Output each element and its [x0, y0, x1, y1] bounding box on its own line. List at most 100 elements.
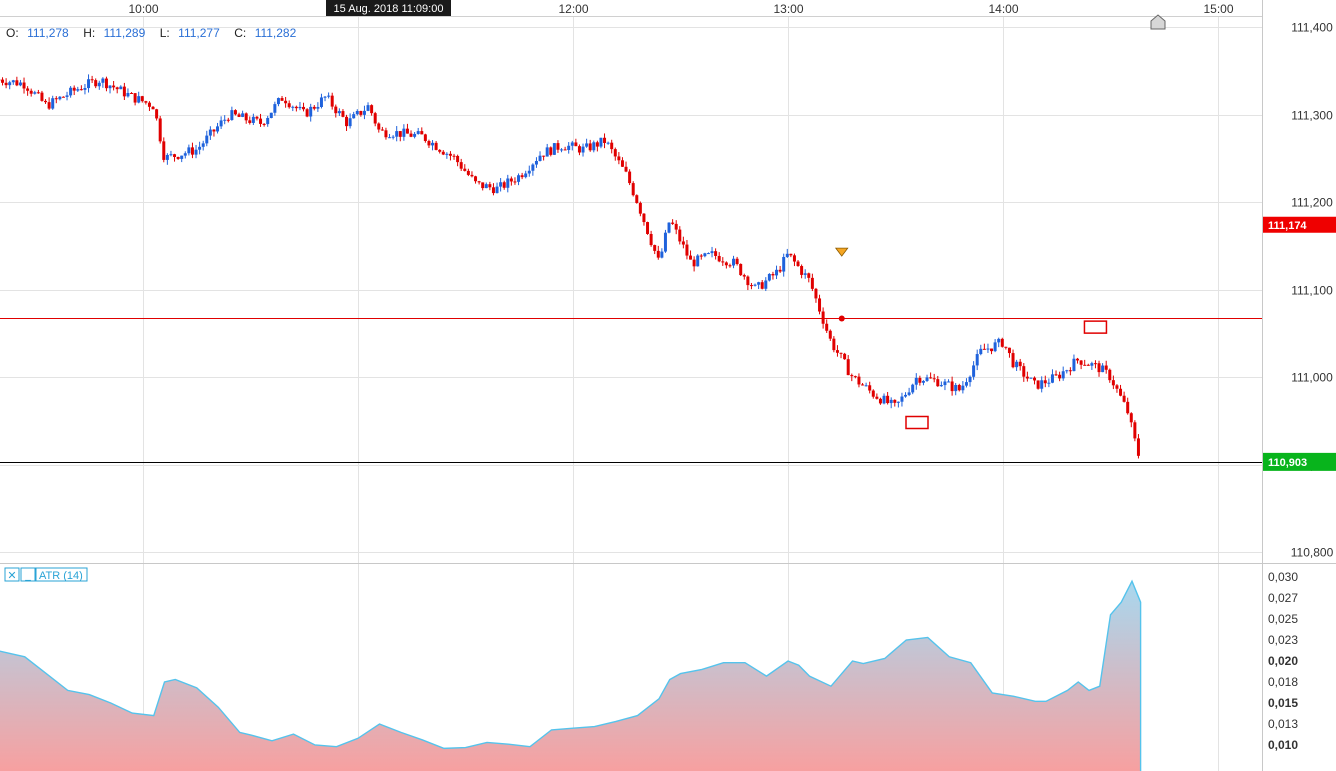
- candle-body: [660, 251, 664, 258]
- candle-body: [122, 86, 126, 97]
- candle-body: [459, 162, 463, 169]
- signal-arrow-icon[interactable]: [834, 247, 849, 257]
- candle-body: [481, 182, 485, 189]
- candle-body: [549, 147, 553, 155]
- candle-body: [1036, 380, 1040, 389]
- candle-body: [646, 222, 650, 234]
- candle-body: [663, 232, 667, 252]
- candle-body: [83, 88, 87, 90]
- candle-body: [993, 342, 997, 352]
- candle-body: [771, 273, 775, 276]
- candle-body: [466, 170, 470, 175]
- candle-body: [1, 79, 5, 83]
- candle-body: [893, 399, 897, 403]
- high-value: 111,289: [104, 26, 146, 40]
- candle-body: [194, 149, 198, 155]
- atr-line: [0, 579, 1142, 771]
- candle-body: [613, 149, 617, 157]
- candle-body: [1097, 363, 1101, 373]
- low-label: L:: [160, 26, 170, 40]
- candle-body: [452, 155, 456, 157]
- candle-body: [509, 178, 513, 182]
- candle-body: [169, 154, 173, 156]
- highlight-boxes[interactable]: [905, 320, 1108, 430]
- candle-body: [72, 87, 76, 91]
- candle-body: [491, 187, 495, 194]
- candle-body: [714, 251, 718, 256]
- candle-body: [251, 116, 255, 123]
- atr-tick-0: 0,030: [1268, 570, 1298, 584]
- candle-body: [1126, 401, 1130, 414]
- indicator-minimize-button[interactable]: [20, 567, 36, 582]
- candle-body: [1058, 374, 1062, 379]
- candle-body: [255, 116, 259, 119]
- y-tick-4: 111,000: [1291, 371, 1333, 385]
- atr-tick-6: 0,015: [1268, 696, 1298, 710]
- candle-body: [370, 105, 374, 114]
- candle-body: [190, 147, 194, 155]
- candle-body: [484, 184, 488, 189]
- candle-body: [542, 155, 546, 157]
- candle-body: [427, 140, 431, 146]
- candle-body: [527, 170, 531, 174]
- candle-body: [413, 133, 417, 137]
- candle-body: [1119, 388, 1123, 396]
- candle-body: [502, 182, 506, 188]
- candle-body: [560, 149, 564, 151]
- candle-body: [319, 97, 323, 107]
- candle-body: [244, 113, 248, 121]
- highlight-box-1[interactable]: [1083, 320, 1108, 334]
- candle-body: [327, 95, 331, 97]
- candle-body: [803, 273, 807, 275]
- candle-body: [398, 131, 402, 137]
- open-value: 111,278: [27, 26, 69, 40]
- candle-body: [534, 160, 538, 165]
- candle-body: [388, 137, 392, 139]
- candle-body: [187, 147, 191, 154]
- horizontal-line-handle[interactable]: [838, 315, 845, 322]
- candle-body: [932, 378, 936, 380]
- candle-body: [438, 149, 442, 152]
- grid-lines: [0, 17, 1262, 771]
- candle-body: [33, 92, 37, 94]
- candle-body: [248, 120, 252, 123]
- indicator-close-button[interactable]: [4, 567, 20, 582]
- y-tick-6: 110,800: [1291, 546, 1334, 560]
- candle-body: [355, 111, 359, 115]
- candle-body: [58, 96, 62, 100]
- crosshair-time-badge: [326, 0, 451, 16]
- candle-body: [273, 104, 277, 113]
- candle-body: [574, 142, 578, 147]
- candle-body: [882, 395, 886, 404]
- candle-body: [696, 255, 700, 267]
- candle-body: [631, 183, 635, 196]
- candle-body: [585, 143, 589, 147]
- candle-body: [226, 119, 230, 121]
- candle-body: [233, 110, 237, 115]
- home-scroll-icon[interactable]: [1150, 14, 1166, 30]
- low-value: 111,277: [178, 26, 220, 40]
- highlight-box-0[interactable]: [905, 415, 929, 430]
- candle-body: [889, 399, 893, 404]
- candle-body: [330, 95, 334, 107]
- candle-body: [29, 90, 33, 94]
- candle-body: [818, 298, 822, 312]
- candle-body: [538, 155, 542, 161]
- candle-body: [1025, 376, 1029, 379]
- y-tick-0: 111,400: [1291, 21, 1333, 35]
- candle-body: [728, 265, 732, 267]
- indicator-label-box[interactable]: [35, 567, 88, 582]
- candle-body: [119, 86, 123, 90]
- minimize-icon: _: [24, 568, 31, 581]
- y-tick-1: 111,300: [1291, 109, 1333, 123]
- candle-body: [18, 82, 22, 86]
- candle-body: [921, 380, 925, 383]
- candle-body: [309, 106, 313, 117]
- candle-body: [434, 142, 438, 150]
- candle-body: [115, 87, 119, 90]
- candle-body: [420, 131, 424, 135]
- current-price-badge: 111,174: [1263, 216, 1336, 233]
- candle-body: [868, 385, 872, 391]
- candle-body: [366, 105, 370, 111]
